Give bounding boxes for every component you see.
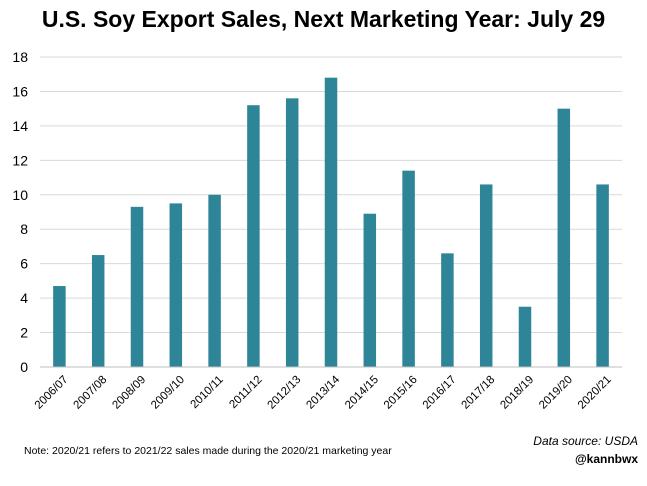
y-tick-label: 10 xyxy=(12,187,28,203)
x-tick-label: 2007/08 xyxy=(72,374,110,412)
x-tick-label: 2013/14 xyxy=(304,373,342,411)
author-handle: @kannbwx xyxy=(574,452,638,466)
bar xyxy=(363,213,377,367)
bar xyxy=(208,194,221,367)
x-tick-label: 2017/18 xyxy=(460,374,498,412)
y-tick-label: 18 xyxy=(12,49,28,65)
bar xyxy=(324,77,338,368)
y-tick-label: 2 xyxy=(20,325,28,341)
y-tick-label: 6 xyxy=(20,256,28,272)
data-source: Data source: USDA xyxy=(533,434,638,448)
chart-title: U.S. Soy Export Sales, Next Marketing Ye… xyxy=(41,6,606,32)
x-tick-label: 2019/20 xyxy=(537,374,575,412)
x-tick-label: 2006/07 xyxy=(33,374,71,412)
bar xyxy=(169,203,183,367)
y-tick-label: 14 xyxy=(12,118,28,134)
bar xyxy=(441,253,454,367)
x-tick-label: 2020/21 xyxy=(576,374,614,412)
x-axis-ticks: 2006/07 2007/08 2008/09 2009/10 2010/11 2011/… xyxy=(33,373,614,411)
x-tick-label: 2011/12 xyxy=(227,374,264,411)
bar xyxy=(479,184,493,367)
bar xyxy=(557,108,571,368)
y-axis-ticks: 0 2 4 6 8 10 12 14 16 18 xyxy=(12,49,28,375)
bar xyxy=(596,184,609,367)
x-tick-label: 2009/10 xyxy=(149,374,187,412)
bar xyxy=(402,170,415,367)
x-tick-label: 2015/16 xyxy=(382,374,420,412)
y-tick-label: 0 xyxy=(20,359,28,375)
y-tick-label: 8 xyxy=(20,221,28,237)
x-tick-label: 2014/15 xyxy=(343,374,381,412)
y-tick-label: 16 xyxy=(12,83,28,99)
bars xyxy=(53,77,609,368)
y-tick-label: 12 xyxy=(12,152,28,168)
bar xyxy=(130,206,144,367)
bar xyxy=(247,105,260,367)
bar xyxy=(91,255,105,367)
x-tick-label: 2012/13 xyxy=(266,374,304,412)
bar xyxy=(285,98,299,367)
x-tick-label: 2016/17 xyxy=(421,374,459,412)
x-tick-label: 2008/09 xyxy=(110,374,148,412)
footnote: Note: 2020/21 refers to 2021/22 sales ma… xyxy=(24,445,392,457)
x-tick-label: 2010/11 xyxy=(189,374,226,411)
bar xyxy=(518,306,532,367)
y-tick-label: 4 xyxy=(20,290,28,306)
bar xyxy=(53,286,66,367)
x-tick-label: 2018/19 xyxy=(498,374,536,412)
